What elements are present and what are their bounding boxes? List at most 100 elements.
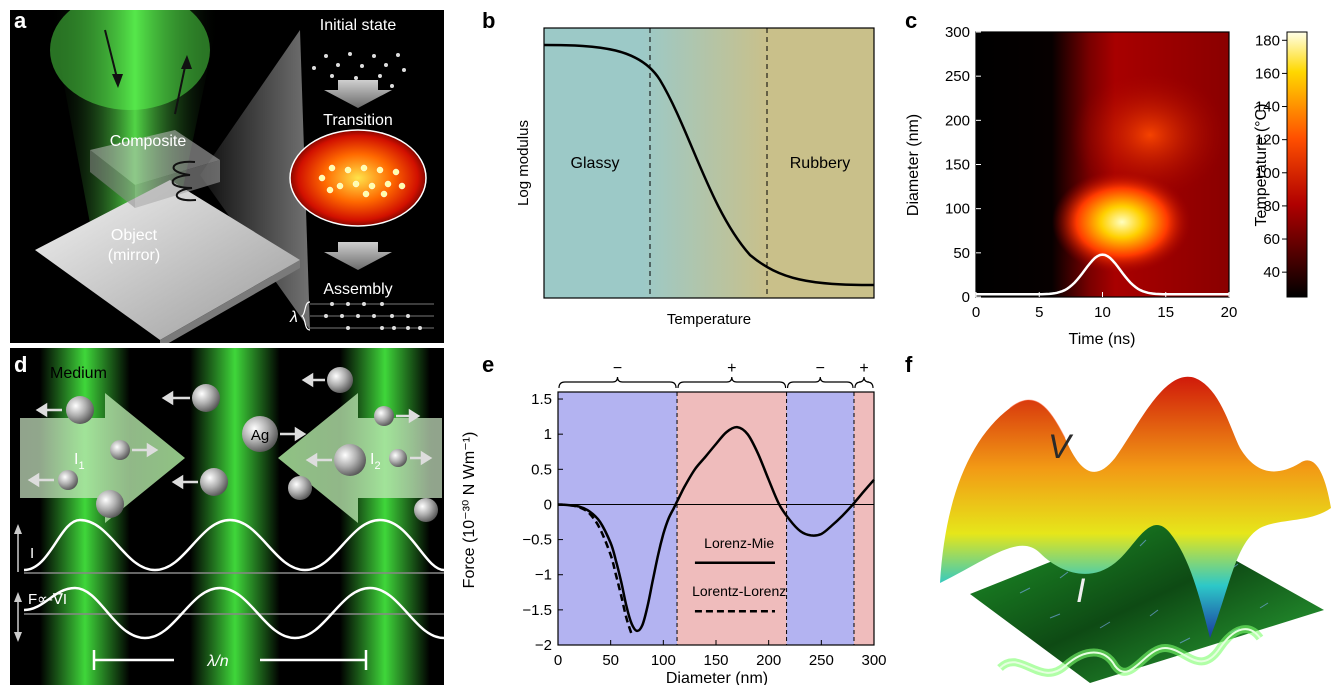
panel-e-chart: − + − + 0 50 100 150 200 250 300 −2 −1.5 −1 −0.5 0 0.5 1… [461,360,887,687]
region-brace [786,376,854,389]
panel-c-xtick-label: 15 [1157,304,1174,321]
panel-b-chart: Log modulus Temperature Glassy Rubbery [515,27,875,328]
beam-i1-arrow-icon [20,393,185,523]
panel-e-xtick-label: 100 [651,652,676,669]
panel-e-xtick-label: 300 [861,652,886,669]
panel-c-xlabel: Time (ns) [1069,331,1136,348]
region-brace [854,376,874,389]
panel-c-xtick-label: 5 [1035,304,1043,321]
down-arrow-2-icon [324,242,392,270]
panel-e-ytick-label: 1 [544,426,552,443]
panel-e-ylabel: Force (10⁻³⁰ N Wm⁻¹) [461,432,478,589]
panel-e-xlabel: Diameter (nm) [666,670,768,685]
panel-c-ytick-label: 300 [945,24,970,41]
panel-a-illustration: Initial state Transition Assembly Compos… [10,0,444,348]
panel-b-plot-area [543,27,875,299]
beam-i1-label: I1 [74,451,85,472]
ag-label: Ag [251,427,269,444]
panel-c-ylabel: Diameter (nm) [905,114,922,216]
transition-oval [289,129,427,227]
wavelength-label: λ/n [206,653,228,670]
rubbery-label: Rubbery [790,155,850,172]
panel-label-d: d [14,352,28,377]
panel-d: Medium Ag I1 I2 I F∝-∇I λ/n [10,348,445,685]
panel-e: − + − + 0 50 100 150 200 250 300 −2 −1.5 −1 −0.5 0 0.5 1… [450,345,890,687]
panel-c-ytick-label: 200 [945,112,970,129]
force-sign-region [853,392,874,645]
panel-e-ytick-label: −1.5 [522,602,552,619]
panel-f: V I [900,348,1331,685]
panel-c-ytick-label: 250 [945,68,970,85]
region-brace [558,376,677,389]
panel-c-xtick-label: 10 [1094,304,1111,321]
colorbar [1286,31,1308,298]
lambda-symbol: λ [289,309,298,326]
panel-f-illustration: V I [940,376,1331,683]
colorbar-tick-label: 40 [1263,264,1280,281]
panel-c-ytick-label: 100 [945,201,970,218]
ag-particles [58,367,438,522]
panel-b: Log modulus Temperature Glassy Rubbery [450,0,890,340]
colorbar-tick-label: 180 [1255,32,1280,49]
beam-i2-label: I2 [370,451,381,472]
panel-label-f: f [905,352,913,377]
force-wave [23,586,445,640]
colorbar-tick-label: 60 [1263,231,1280,248]
panel-label-b: b [482,8,496,33]
potential-surface [940,376,1331,638]
region-sign-label: + [727,360,736,377]
modulus-curve [543,43,875,287]
panel-label-e: e [482,352,495,377]
object-sublabel: (mirror) [108,247,160,264]
panel-e-xtick-label: 200 [756,652,781,669]
colorbar-label: Temperature (°C) [1253,104,1270,227]
panel-c: 0 5 10 15 20 0 50 100 150 200 250 300 40 60 80 100 120 1… [900,0,1331,350]
panel-e-ytick-label: −2 [535,637,552,654]
region-sign-label: − [816,360,825,377]
force-sign-region [786,392,854,645]
colorbar-tick-label: 160 [1255,65,1280,82]
heatmap-hotspot [1052,170,1192,274]
intensity-i-label: I [1076,572,1086,610]
potential-v-label: V [1048,428,1074,466]
panel-a: Initial state Transition Assembly Compos… [10,0,444,348]
lorenz-mie-curve [557,425,875,633]
legend-label-lorentz-lorenz: Lorentz-Lorenz [692,583,786,599]
panel-e-ytick-label: 0 [544,496,552,513]
panel-b-ylabel: Log modulus [515,120,532,206]
glassy-label: Glassy [571,155,620,172]
panel-label-a: a [14,8,27,33]
transition-label: Transition [323,112,393,129]
region-brace [677,376,787,389]
laser-pulse-curve [976,253,1229,296]
region-sign-label: − [613,360,622,377]
force-sign-region [677,392,787,645]
colorbar-tick-label: 120 [1255,132,1280,149]
panel-c-ytick-label: 50 [953,245,970,262]
panel-b-xlabel: Temperature [667,311,751,328]
initial-state-label: Initial state [320,17,397,34]
panel-c-ytick-label: 150 [945,157,970,174]
panel-c-xtick-label: 20 [1221,304,1238,321]
panel-label-c: c [905,8,918,33]
panel-c-xtick-label: 0 [972,304,980,321]
panel-e-xtick-label: 250 [809,652,834,669]
panel-e-ytick-label: 0.5 [531,461,552,478]
panel-e-xtick-label: 50 [602,652,619,669]
down-arrow-1-icon [324,80,392,108]
panel-e-ytick-label: 1.5 [531,391,552,408]
panel-e-xtick-label: 0 [554,652,562,669]
panel-e-ytick-label: −0.5 [522,532,552,549]
force-law-label: F∝-∇I [28,591,67,608]
force-sign-region [558,392,678,645]
object-label: Object [111,227,158,244]
panel-d-illustration: Medium Ag I1 I2 I F∝-∇I λ/n [10,348,445,685]
intensity-label: I [30,545,34,562]
panel-e-xtick-label: 150 [703,652,728,669]
intensity-wave [23,518,445,572]
composite-label: Composite [110,133,187,150]
colorbar-tick-label: 140 [1255,99,1280,116]
colorbar-tick-label: 100 [1255,165,1280,182]
assembly-label: Assembly [323,281,392,298]
